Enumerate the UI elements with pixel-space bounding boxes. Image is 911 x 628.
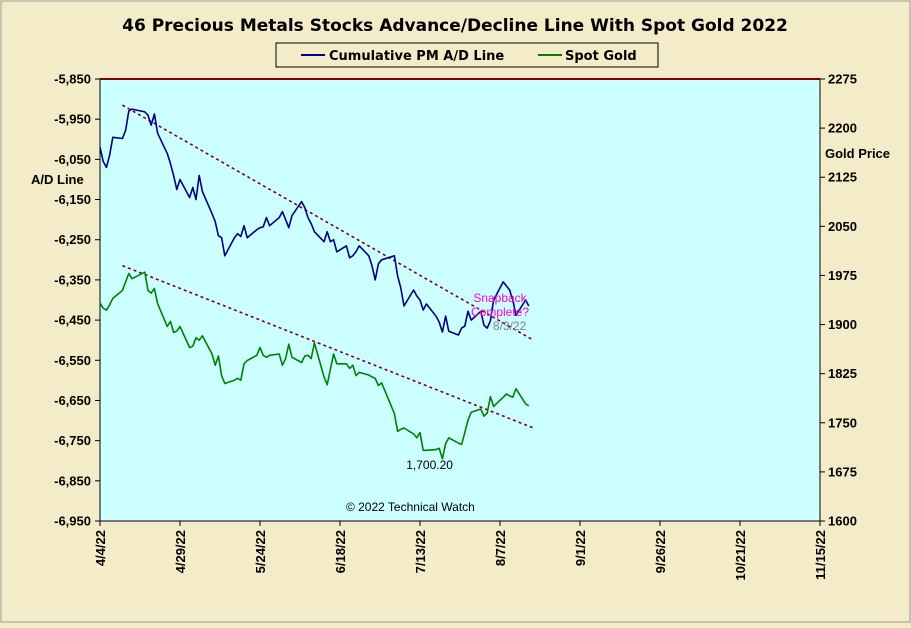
y-tick-left-label: -5,950 [54,112,91,127]
copyright-notice: © 2022 Technical Watch [346,500,475,514]
x-tick-label: 11/15/22 [813,530,828,580]
x-tick-label: 9/26/22 [653,530,668,573]
legend-label-gold: Spot Gold [565,49,637,64]
y-tick-right-label: 1750 [828,415,857,430]
y-tick-left-label: -6,250 [54,232,91,247]
y-tick-right-label: 1900 [828,317,857,332]
y-axis-right-title: Gold Price [825,146,890,161]
y-tick-left-label: -6,750 [54,433,91,448]
y-tick-right-label: 1825 [828,366,857,381]
x-tick-label: 10/21/22 [733,530,748,581]
legend: Cumulative PM A/D Line Spot Gold [275,42,659,68]
y-tick-left-label: -6,950 [54,514,91,529]
gold-trendline [122,264,536,430]
y-axis-left-title: A/D Line [31,172,84,187]
y-tick-right-label: 2125 [828,170,857,185]
x-tick-label: 4/29/22 [173,530,188,573]
annotation-date: 8/3/22 [493,319,527,333]
y-tick-right-label: 2200 [828,121,857,136]
legend-box [275,42,659,68]
annotation-line: Snapback [473,291,527,305]
trendlines [122,104,536,430]
x-tick-label: 9/1/22 [573,530,588,566]
y-tick-left-label: -6,650 [54,393,91,408]
x-tick-label: 5/24/22 [253,530,268,573]
ad-line-trendline [122,104,533,341]
y-tick-left-label: -6,850 [54,473,91,488]
y-tick-left-label: -6,050 [54,152,91,167]
x-tick-label: 8/7/22 [493,530,508,566]
x-tick-label: 4/4/22 [93,530,108,566]
y-tick-right-label: 1975 [828,268,857,283]
annotation-line: 8/3/22 [493,319,527,333]
series-layer [99,108,530,460]
plot-area [100,79,820,521]
y-tick-left-label: -6,550 [54,353,91,368]
legend-label-ad-line: Cumulative PM A/D Line [329,49,504,64]
axes: -5,850 -5,950 -6,050 -6,150 -6,250 -6,350 -6,4… [54,72,857,581]
y-tick-left-label: -6,350 [54,272,91,287]
y-tick-left-label: -5,850 [54,72,91,87]
y-tick-left-label: -6,150 [54,192,91,207]
x-tick-label: 7/13/22 [413,530,428,573]
annotation-line: 1,700.20 [406,458,453,472]
annotation-layer: Snapback Complete?8/3/22 1,700.20 © 2022 Te… [346,291,529,514]
annotation-snapback: Snapback Complete? [471,291,529,319]
y-tick-right-label: 2050 [828,219,857,234]
series-ad-line [99,108,530,336]
chart-title: 46 Precious Metals Stocks Advance/Declin… [122,16,788,36]
y-tick-right-label: 2275 [828,72,857,87]
y-tick-right-label: 1600 [828,514,857,529]
annotation-low-price: 1,700.20 [406,458,453,472]
annotation-line: Complete? [471,305,529,319]
y-tick-left-label: -6,450 [54,313,91,328]
series-spot-gold [99,271,530,460]
annotation-line: © 2022 Technical Watch [346,500,475,514]
y-tick-right-label: 1675 [828,464,857,479]
x-tick-label: 6/18/22 [333,530,348,573]
